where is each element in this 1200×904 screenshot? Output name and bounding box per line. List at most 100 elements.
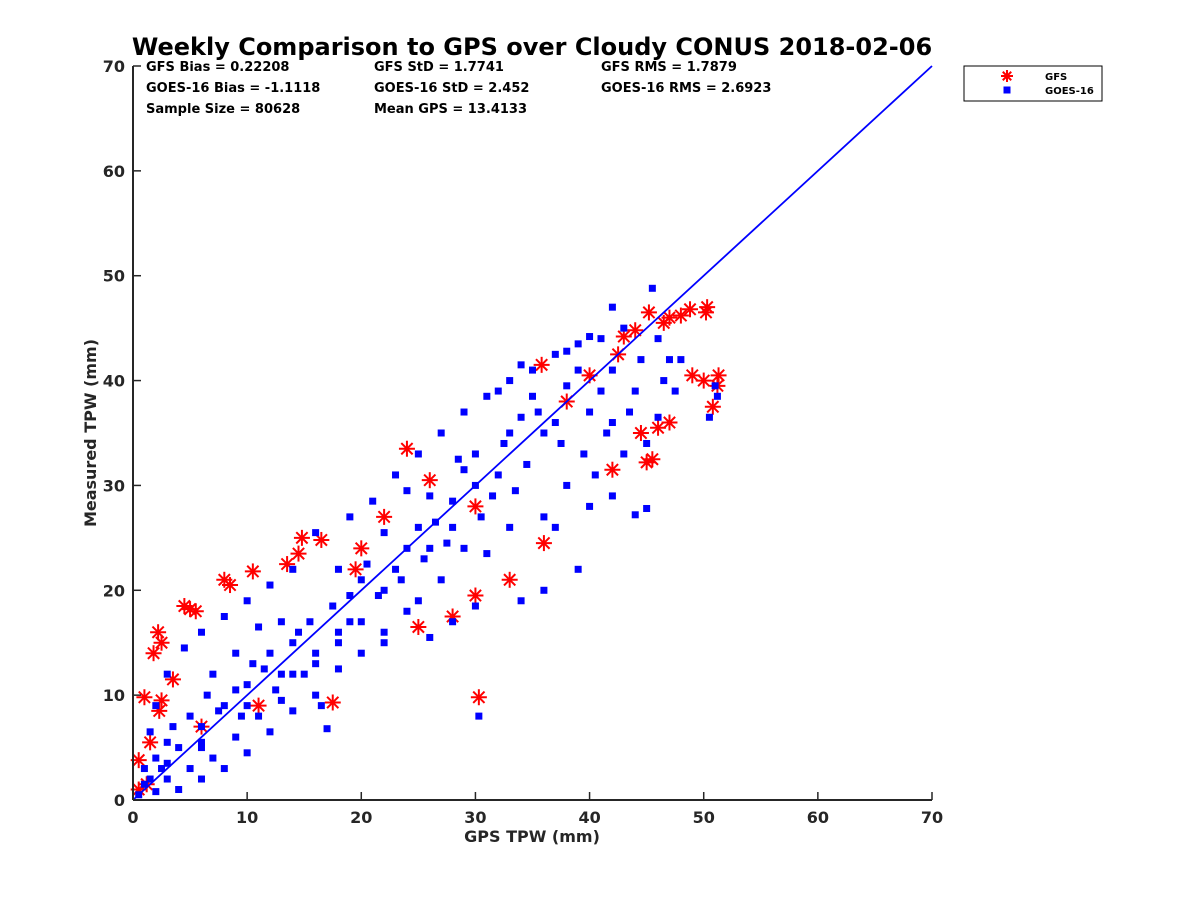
goes16-point <box>220 765 228 773</box>
goes16-point <box>272 686 280 694</box>
goes16-point <box>255 623 263 631</box>
goes16-point <box>586 408 594 416</box>
goes16-point <box>317 702 325 710</box>
goes16-point <box>392 565 400 573</box>
goes16-point <box>312 649 320 657</box>
goes16-point <box>289 639 297 647</box>
goes16-point <box>237 712 245 720</box>
y-tick-label: 0 <box>114 791 125 810</box>
goes16-point <box>631 387 639 395</box>
stat-text: Mean GPS = 13.4133 <box>374 102 527 117</box>
goes16-point <box>163 670 171 678</box>
goes16-point <box>449 523 457 531</box>
goes16-point <box>654 413 662 421</box>
gfs-point <box>640 304 657 321</box>
x-tick-label: 50 <box>693 808 715 827</box>
goes16-point <box>654 335 662 343</box>
goes16-point <box>357 649 365 657</box>
goes16-point <box>597 387 605 395</box>
goes16-point <box>197 628 205 636</box>
goes16-point <box>243 749 251 757</box>
goes16-point <box>152 788 160 796</box>
goes16-point <box>266 581 274 589</box>
goes16-point <box>454 455 462 463</box>
goes16-point <box>146 728 154 736</box>
goes16-point <box>483 392 491 400</box>
legend-marker-goes16 <box>1003 86 1011 94</box>
goes16-point <box>374 592 382 600</box>
x-tick-label: 0 <box>127 808 138 827</box>
goes16-point <box>209 754 217 762</box>
stats-box: GFS Bias = 0.22208 GFS StD = 1.7741 GFS RM… <box>146 60 771 117</box>
goes16-point <box>608 419 616 427</box>
goes16-point <box>608 303 616 311</box>
gfs-point <box>130 752 147 769</box>
gfs-point <box>632 425 649 441</box>
goes16-point <box>232 649 240 657</box>
gfs-point <box>145 645 162 662</box>
chart-title: Weekly Comparison to GPS over Cloudy CON… <box>132 33 932 61</box>
goes16-point <box>175 786 183 794</box>
gfs-point <box>604 461 621 478</box>
goes16-point <box>437 429 445 437</box>
goes16-point <box>277 618 285 626</box>
goes16-point <box>648 284 656 292</box>
stat-text: GFS RMS = 1.7879 <box>601 60 737 75</box>
gfs-point <box>682 301 699 318</box>
goes16-point <box>574 366 582 374</box>
goes16-point <box>363 560 371 568</box>
goes16-point <box>534 408 542 416</box>
gfs-point <box>290 545 307 562</box>
goes16-point <box>449 497 457 505</box>
goes16-point <box>426 544 434 552</box>
gfs-point <box>398 440 415 457</box>
one-to-one-line <box>132 65 933 801</box>
goes16-point <box>312 691 320 699</box>
goes16-point <box>574 565 582 573</box>
goes16-point <box>197 723 205 731</box>
gfs-point <box>697 304 714 321</box>
goes16-point <box>591 471 599 479</box>
goes16-point <box>152 754 160 762</box>
goes16-point <box>597 335 605 343</box>
goes16-point <box>346 513 354 521</box>
stat-text: Sample Size = 80628 <box>146 102 300 117</box>
y-tick-label: 20 <box>103 581 125 600</box>
gfs-point <box>710 367 727 384</box>
stat-text: GOES-16 RMS = 2.6923 <box>601 81 771 96</box>
goes16-point <box>152 702 160 710</box>
goes16-point <box>232 733 240 741</box>
goes16-point <box>603 429 611 437</box>
goes16-point <box>243 681 251 689</box>
goes16-point <box>334 665 342 673</box>
goes16-point <box>323 725 331 733</box>
goes16-point <box>671 387 679 395</box>
plot-area <box>130 65 933 801</box>
y-tick-label: 10 <box>103 686 125 705</box>
goes16-point <box>551 523 559 531</box>
goes16-point <box>312 529 320 537</box>
goes16-point <box>494 471 502 479</box>
goes16-point <box>209 670 217 678</box>
goes16-point <box>289 670 297 678</box>
goes16-point <box>260 665 268 673</box>
gfs-point <box>347 561 364 578</box>
goes16-point <box>426 492 434 500</box>
goes16-point <box>426 633 434 641</box>
goes16-point <box>289 565 297 573</box>
goes16-point <box>551 350 559 358</box>
goes16-point <box>586 333 594 341</box>
gfs-point <box>684 367 701 384</box>
gfs-point <box>164 671 181 688</box>
goes16-point <box>357 618 365 626</box>
goes16-point <box>380 628 388 636</box>
gfs-point <box>535 535 552 552</box>
goes16-point <box>574 340 582 348</box>
goes16-point <box>517 597 525 605</box>
goes16-point <box>334 639 342 647</box>
goes16-point <box>660 377 668 385</box>
goes16-point <box>380 639 388 647</box>
goes16-point <box>295 628 303 636</box>
gfs-point <box>650 419 667 436</box>
goes16-point <box>483 550 491 558</box>
